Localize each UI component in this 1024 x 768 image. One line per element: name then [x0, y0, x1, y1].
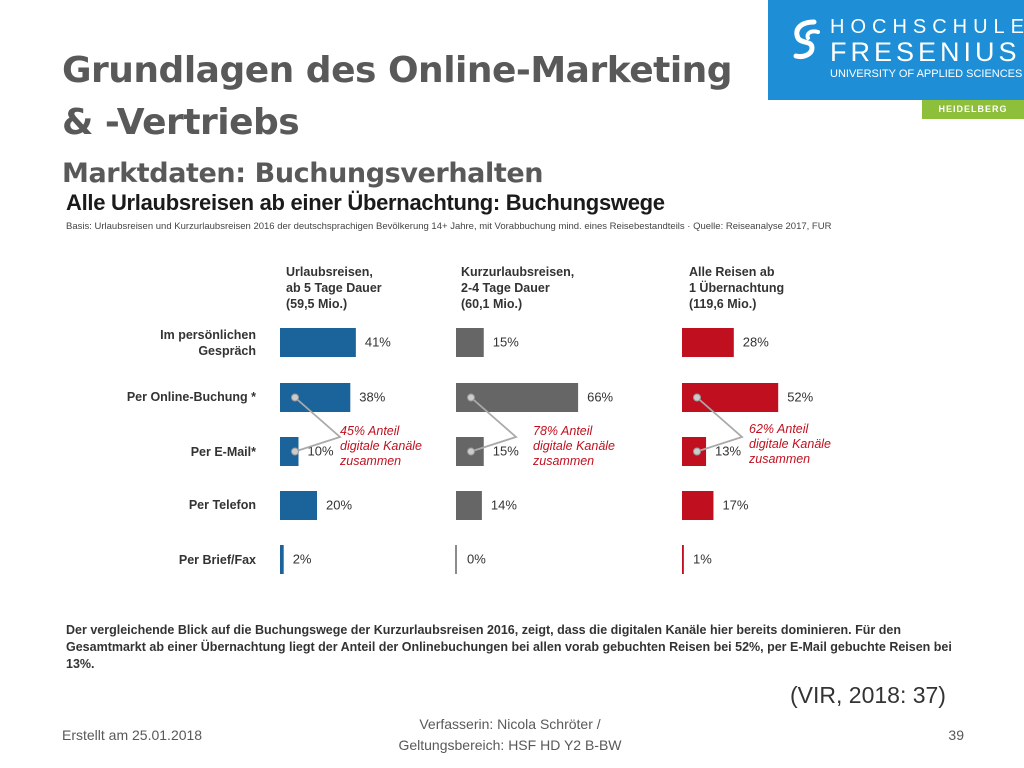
callout-dot-online-1: [467, 393, 475, 402]
callout-dot-online-2: [693, 393, 701, 402]
value-label-2-3: 17%: [722, 498, 748, 513]
category-label-line: Gespräch: [198, 344, 256, 358]
value-label-1-0: 15%: [493, 335, 519, 350]
callout-digital-kurzurlaubsreisen: 78% Anteil digitale Kanäle zusammen: [533, 424, 615, 469]
callout-line: zusammen: [533, 454, 595, 468]
value-label-1-3: 14%: [491, 498, 517, 513]
chart-source-note: Basis: Urlaubsreisen und Kurzurlaubsreis…: [66, 221, 832, 232]
bar-0-1: [280, 383, 351, 412]
callout-line: 62% Anteil: [749, 422, 809, 436]
footer-author: Verfasserin: Nicola Schröter / Geltungsb…: [340, 714, 680, 756]
bar-2-0: [682, 328, 734, 357]
value-label-2-0: 28%: [743, 335, 769, 350]
series-header-line: ab 5 Tage Dauer: [286, 281, 382, 295]
footer-date: Erstellt am 25.01.2018: [62, 727, 203, 743]
chart-title: Alle Urlaubsreisen ab einer Übernachtung…: [66, 190, 665, 215]
logo-text-fresenius: FRESENIUS: [830, 37, 1021, 67]
bar-2-4: [682, 545, 684, 574]
chart-figure: 41% 38% 10% 20% 2% 15% 66% 15% 14% 0% 28% 52% 13% 17%…: [62, 186, 982, 686]
value-label-1-2: 15%: [493, 444, 519, 459]
callout-dot-email-0: [291, 447, 299, 456]
callout-line: zusammen: [749, 452, 811, 466]
category-label-line: Im persönlichen: [160, 328, 256, 342]
series-header-line: Urlaubsreisen,: [286, 265, 373, 279]
callout-line: zusammen: [340, 454, 402, 468]
bar-0-2: [280, 437, 299, 466]
callout-line: digitale Kanäle: [533, 439, 616, 453]
callout-dot-email-1: [467, 447, 475, 456]
series-header-line: 2-4 Tage Dauer: [461, 281, 550, 295]
category-label-online: Per Online-Buchung *: [126, 390, 256, 404]
value-label-0-2: 10%: [308, 444, 334, 459]
bar-chart: 41% 38% 10% 20% 2% 15% 66% 15% 14% 0% 28% 52% 13% 17%…: [280, 328, 814, 574]
series-header-kurzurlaubsreisen: Kurzurlaubsreisen, 2-4 Tage Dauer (60,1 …: [461, 264, 574, 312]
category-label-gespraech: Im persönlichen Gespräch: [116, 327, 256, 359]
bar-2-3: [682, 491, 714, 520]
callout-line: digitale Kanäle: [749, 437, 832, 451]
series-header-line: 1 Übernachtung: [689, 281, 785, 295]
value-label-0-3: 20%: [326, 498, 352, 513]
value-label-1-4: 0%: [467, 552, 486, 567]
category-label-telefon: Per Telefon: [188, 498, 256, 512]
callout-connector-2: [696, 396, 744, 453]
series-header-line: (119,6 Mio.): [689, 297, 757, 311]
series-header-line: Alle Reisen ab: [689, 265, 775, 279]
slide-title-line-2: & -Vertriebs: [62, 102, 300, 143]
value-label-2-4: 1%: [693, 552, 712, 567]
campus-badge: HEIDELBERG: [922, 100, 1024, 119]
value-label-2-1: 52%: [787, 390, 813, 405]
bar-0-0: [280, 328, 356, 357]
university-logo: HOCHSCHULE FRESENIUS UNIVERSITY OF APPLI…: [768, 0, 1024, 100]
slide-title-line-1: Grundlagen des Online-Marketing: [62, 50, 733, 91]
callout-digital-alle-reisen: 62% Anteil digitale Kanäle zusammen: [749, 422, 831, 467]
series-header-alle-reisen: Alle Reisen ab 1 Übernachtung (119,6 Mio…: [689, 264, 784, 312]
footer-author-line: Verfasserin: Nicola Schröter /: [419, 716, 601, 732]
callout-dot-email-2: [693, 447, 701, 456]
callout-connector-1: [470, 396, 518, 453]
callout-dot-online-0: [291, 393, 299, 402]
bar-0-3: [280, 491, 317, 520]
value-label-0-1: 38%: [359, 390, 385, 405]
bar-0-4: [280, 545, 284, 574]
callout-digital-urlaubsreisen: 45% Anteil digitale Kanäle zusammen: [340, 424, 422, 469]
logo-text-university: UNIVERSITY OF APPLIED SCIENCES: [830, 68, 1023, 80]
value-label-1-1: 66%: [587, 390, 613, 405]
value-label-0-0: 41%: [365, 335, 391, 350]
series-header-line: Kurzurlaubsreisen,: [461, 265, 575, 279]
category-label-email: Per E-Mail*: [190, 445, 256, 459]
callout-line: digitale Kanäle: [340, 439, 423, 453]
figure-summary-text: Der vergleichende Blick auf die Buchungs…: [66, 623, 952, 671]
source-citation: (VIR, 2018: 37): [790, 682, 946, 708]
value-label-0-4: 2%: [293, 552, 312, 567]
series-header-line: (60,1 Mio.): [461, 297, 523, 311]
series-header-line: (59,5 Mio.): [286, 297, 348, 311]
slide-subtitle: Marktdaten: Buchungsverhalten: [62, 158, 544, 188]
bar-1-1: [456, 383, 579, 412]
callout-line: 78% Anteil: [533, 424, 593, 438]
page-number: 39: [948, 727, 964, 743]
bar-1-0: [456, 328, 484, 357]
logo-mark-icon: [793, 19, 820, 59]
bar-1-3: [456, 491, 482, 520]
footer-scope-line: Geltungsbereich: HSF HD Y2 B-BW: [398, 737, 622, 753]
callout-line: 45% Anteil: [340, 424, 400, 438]
category-label-brief-fax: Per Brief/Fax: [178, 553, 256, 567]
logo-text-hochschule: HOCHSCHULE: [830, 16, 1024, 38]
series-header-urlaubsreisen: Urlaubsreisen, ab 5 Tage Dauer (59,5 Mio…: [286, 264, 382, 312]
value-label-2-2: 13%: [715, 444, 741, 459]
callout-connector-0: [294, 396, 342, 453]
